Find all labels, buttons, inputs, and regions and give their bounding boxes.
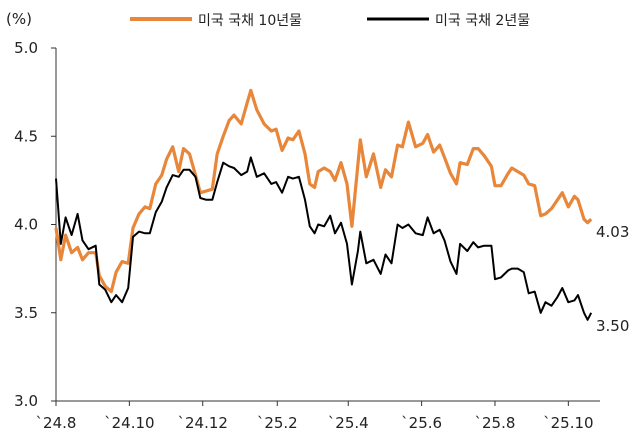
legend: 미국 국채 10년물 미국 국채 2년물 xyxy=(130,13,530,29)
x-tick-label: `25.6 xyxy=(401,414,442,432)
y-tick-label: 3.5 xyxy=(14,304,38,322)
x-axis-ticks: `24.8 `24.10 `24.12 `25.2 `25.4 `25.6 `25.8 `25… xyxy=(36,401,594,432)
x-tick-label: `24.12 xyxy=(177,414,227,432)
y-tick-label: 5.0 xyxy=(14,39,38,57)
y-tick-label: 4.5 xyxy=(14,127,38,145)
x-tick-label: `25.10 xyxy=(543,414,593,432)
legend-label-2y: 미국 국채 2년물 xyxy=(435,13,530,29)
x-tick-label: `24.10 xyxy=(104,414,154,432)
end-label-2y: 3.50 xyxy=(596,317,629,335)
x-tick-label: `25.4 xyxy=(328,414,369,432)
y-unit-label: (%) xyxy=(6,10,32,28)
end-label-10y: 4.03 xyxy=(596,223,629,241)
series-line-10y xyxy=(54,88,593,294)
x-tick-label: `25.2 xyxy=(257,414,298,432)
x-tick-label: `24.8 xyxy=(36,414,77,432)
x-tick-label: `25.8 xyxy=(475,414,516,432)
y-tick-label: 3.0 xyxy=(14,392,38,410)
series-line-2y xyxy=(55,156,593,321)
y-axis-ticks: 5.0 4.5 4.0 3.5 3.0 xyxy=(14,39,56,410)
legend-label-10y: 미국 국채 10년물 xyxy=(198,13,302,29)
y-tick-label: 4.0 xyxy=(14,216,38,234)
